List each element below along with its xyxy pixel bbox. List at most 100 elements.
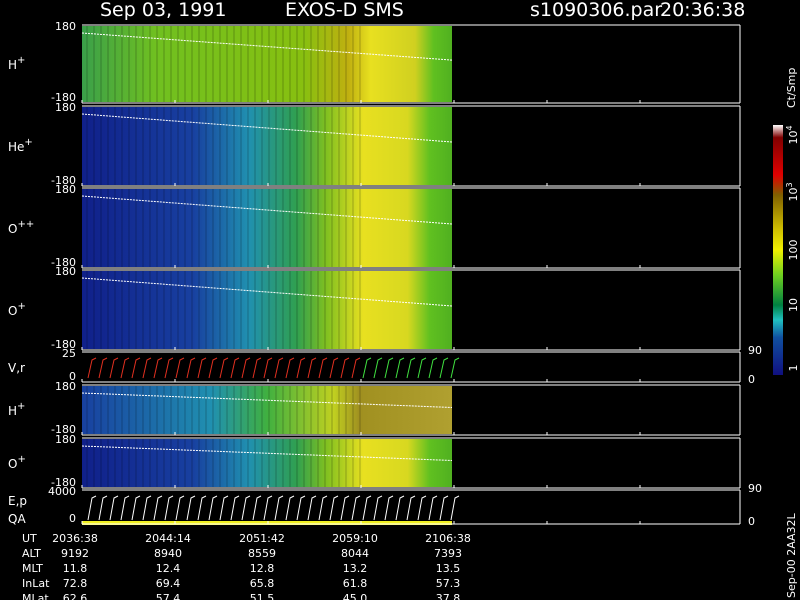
spectrogram-stripe [114,26,116,102]
trace [81,277,453,307]
spectrogram-stripe [359,271,361,349]
spectrogram-stripe [268,189,270,267]
spectrogram-stripe [170,386,172,434]
spectrogram-stripe [184,26,186,102]
spectrogram-stripe [149,189,151,267]
spectrogram-stripe [289,26,291,102]
spectrogram-stripe [338,439,340,487]
spectrogram-stripe [233,271,235,349]
trace [307,357,317,379]
spectrogram-stripe [177,386,179,434]
spectrogram [82,107,452,185]
spectrogram-stripe [226,107,228,185]
trace [318,357,328,379]
spectrogram-stripe [177,189,179,267]
spectrogram-stripe [156,26,158,102]
spectrogram-stripe [86,26,88,102]
spectrogram-stripe [100,271,102,349]
spectrogram-stripe [170,271,172,349]
trace [230,495,240,521]
spectrogram-stripe [282,26,284,102]
spectrogram [82,271,452,349]
spectrogram-stripe [149,26,151,102]
spectrogram-stripe [205,386,207,434]
trace [428,495,438,521]
spectrogram-stripe [205,26,207,102]
trace [274,495,284,521]
cell: 61.8 [343,577,368,590]
spectrogram-stripe [345,107,347,185]
spectrogram-stripe [303,107,305,185]
trace [406,357,416,379]
spectrogram-stripe [324,386,326,434]
spectrogram-stripe [254,26,256,102]
spectrogram-stripe [93,189,95,267]
spectrogram-stripe [352,386,354,434]
row-name: UT [22,532,37,545]
spectrogram-stripe [107,26,109,102]
y-tick-label: 0 [69,370,76,383]
y2-tick-label: 0 [748,373,755,386]
trace [230,357,240,379]
spectrogram-stripe [254,271,256,349]
spectrogram-stripe [345,189,347,267]
spectrogram-stripe [198,271,200,349]
cell: 12.8 [250,562,275,575]
trace [417,357,427,379]
trace [81,445,453,461]
spectrogram-stripe [352,107,354,185]
trace [307,495,317,521]
spectrogram-stripe [107,189,109,267]
trace [263,495,273,521]
spectrogram-stripe [149,439,151,487]
y-tick-label: 180 [55,265,76,278]
spectrogram-stripe [184,386,186,434]
spectrogram-stripe [163,271,165,349]
trace [296,357,306,379]
spectrogram-stripe [191,439,193,487]
trace [384,495,394,521]
y-tick-label: 180 [55,433,76,446]
y-tick-label: 180 [55,183,76,196]
y-tick-label: 0 [69,512,76,525]
trace [318,495,328,521]
trace [87,357,97,379]
trace [164,357,174,379]
label-sup: + [17,401,25,412]
spectrogram-stripe [198,386,200,434]
label-sup: ++ [17,219,34,230]
spectrogram-stripe [254,386,256,434]
trace [285,357,295,379]
spectrogram-stripe [254,189,256,267]
spectrogram-stripe [289,386,291,434]
spectrogram-stripe [100,189,102,267]
spectrogram-stripe [338,271,340,349]
spectrogram-stripe [170,189,172,267]
spectrogram-stripe [170,26,172,102]
trace [186,495,196,521]
spectrogram-stripe [352,26,354,102]
spectrogram-stripe [121,386,123,434]
spectrogram-stripe [114,439,116,487]
spectrogram-stripe [359,107,361,185]
label-text: H [8,58,17,72]
trace [87,495,97,521]
spectrogram [82,439,452,487]
spectrogram-stripe [177,26,179,102]
panel-label: O+ [8,301,26,318]
spectrogram-stripe [268,26,270,102]
panel-label: V,r [8,361,25,375]
spectrogram-stripe [261,386,263,434]
label-text: O [8,222,17,236]
spectrogram-stripe [170,107,172,185]
spectrogram-stripe [100,107,102,185]
spectrogram-stripe [247,386,249,434]
trace [109,357,119,379]
spectrogram-stripe [142,26,144,102]
trace [329,495,339,521]
spectrogram-stripe [331,26,333,102]
spectrogram-stripe [198,439,200,487]
spectrogram-stripe [282,107,284,185]
spectrogram-stripe [226,439,228,487]
spectrogram-stripe [121,271,123,349]
